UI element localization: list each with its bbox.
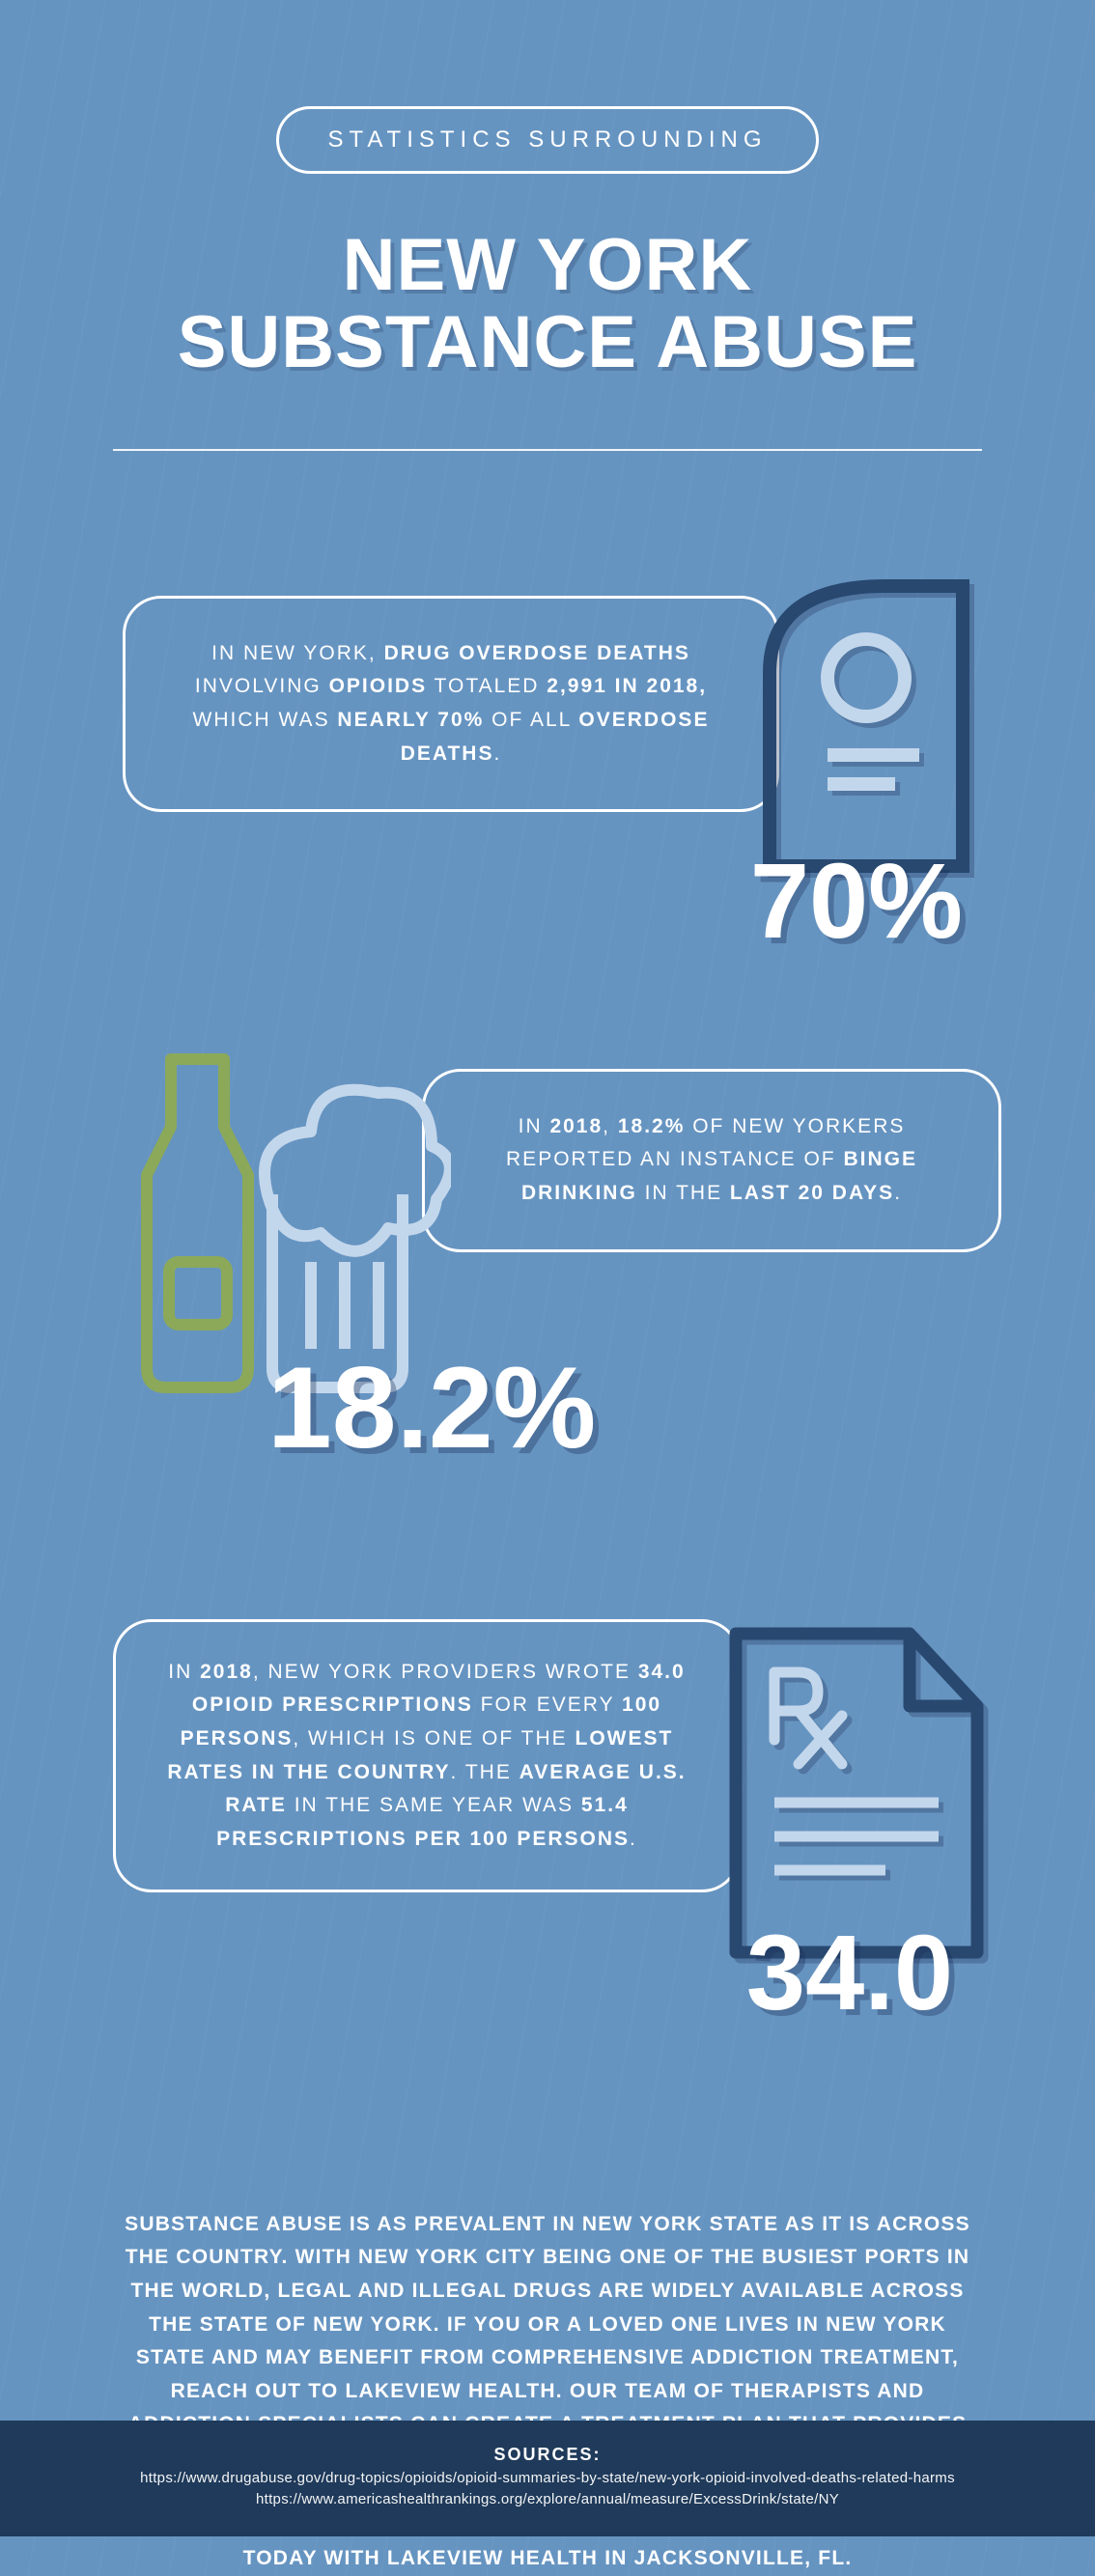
stat-3: IN 2018, NEW YORK PROVIDERS WROTE 34.0 O… bbox=[65, 1619, 1030, 2044]
stat-1-number: 70% bbox=[750, 840, 963, 963]
stat-1: IN NEW YORK, DRUG OVERDOSE DEATHS INVOLV… bbox=[65, 596, 1030, 943]
stat-2-text: IN 2018, 18.2% OF NEW YORKERS REPORTED A… bbox=[422, 1069, 1001, 1252]
main-title: NEW YORK SUBSTANCE ABUSE bbox=[0, 227, 1095, 381]
footer-source-1: https://www.drugabuse.gov/drug-topics/op… bbox=[39, 2470, 1056, 2486]
tombstone-icon bbox=[741, 567, 992, 876]
stat-3-text: IN 2018, NEW YORK PROVIDERS WROTE 34.0 O… bbox=[113, 1619, 741, 1893]
footer: SOURCES: https://www.drugabuse.gov/drug-… bbox=[0, 2421, 1095, 2536]
footer-title: SOURCES: bbox=[39, 2445, 1056, 2465]
title-line-2: SUBSTANCE ABUSE bbox=[178, 301, 918, 383]
subtitle: STATISTICS SURROUNDING bbox=[276, 106, 818, 174]
title-line-1: NEW YORK bbox=[343, 224, 753, 306]
footer-source-2: https://www.americashealthrankings.org/e… bbox=[39, 2491, 1056, 2507]
divider bbox=[113, 449, 982, 451]
stat-2-number: 18.2% bbox=[267, 1341, 596, 1474]
stat-1-text: IN NEW YORK, DRUG OVERDOSE DEATHS INVOLV… bbox=[123, 596, 779, 813]
stat-2: IN 2018, 18.2% OF NEW YORKERS REPORTED A… bbox=[65, 1069, 1030, 1455]
header: STATISTICS SURROUNDING NEW YORK SUBSTANC… bbox=[0, 0, 1095, 451]
stat-3-number: 34.0 bbox=[746, 1912, 953, 2034]
